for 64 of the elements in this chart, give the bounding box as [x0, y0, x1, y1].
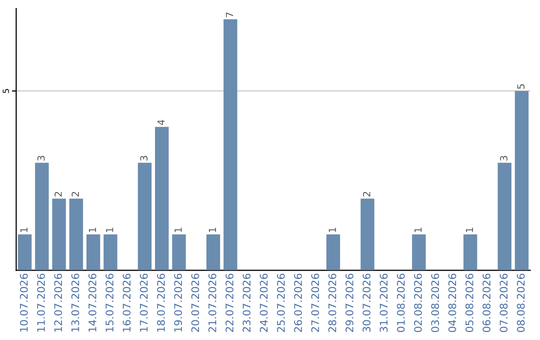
bar — [498, 162, 512, 270]
x-tick-label: 05.08.2026 — [465, 274, 474, 332]
x-tick-label: 07.08.2026 — [500, 274, 508, 332]
data-label: 3 — [140, 156, 148, 161]
x-tick-label: 04.08.2026 — [448, 274, 456, 332]
x-tick-label: 21.07.2026 — [208, 274, 216, 332]
x-tick-label: 12.07.2026 — [54, 274, 62, 332]
bar — [224, 19, 238, 270]
x-tick-label: 01.08.2026 — [396, 274, 405, 332]
bar — [360, 198, 374, 270]
bar — [206, 234, 220, 270]
x-tick-label: 14.07.2026 — [88, 274, 96, 332]
x-tick-label: 08.08.2026 — [516, 274, 525, 332]
data-label: 3 — [37, 156, 45, 161]
bar — [326, 234, 340, 270]
x-tick-label: 22.07.2026 — [226, 274, 234, 332]
data-label: 7 — [226, 12, 234, 18]
bar — [172, 234, 186, 270]
x-tick-label: 16.07.2026 — [122, 274, 131, 332]
data-label: 1 — [106, 228, 114, 232]
x-tick-label: 18.07.2026 — [157, 274, 165, 332]
x-tick-label: 03.08.2026 — [431, 274, 440, 332]
x-tick-label: 19.07.2026 — [174, 274, 182, 332]
x-tick-label: 25.07.2026 — [276, 274, 285, 332]
x-tick-label: 02.08.2026 — [414, 274, 422, 332]
bar — [104, 234, 118, 270]
data-label: 1 — [208, 228, 216, 232]
bar — [155, 126, 169, 270]
bar — [18, 234, 32, 270]
data-label: 2 — [72, 192, 79, 196]
x-tick-label: 06.08.2026 — [482, 274, 490, 332]
x-tick-label: 13.07.2026 — [71, 274, 80, 332]
data-label: 5 — [517, 84, 525, 89]
data-label: 1 — [414, 228, 422, 232]
data-label: 2 — [54, 192, 62, 196]
data-label: 1 — [174, 228, 182, 232]
x-tick-label: 11.07.2026 — [37, 274, 45, 332]
x-tick-label: 27.07.2026 — [311, 274, 320, 332]
x-tick-label: 26.07.2026 — [294, 274, 302, 332]
bar — [138, 162, 152, 270]
bar — [514, 90, 529, 270]
x-tick-label: 29.07.2026 — [345, 274, 354, 332]
x-tick-label: 31.07.2026 — [380, 274, 388, 332]
bar — [35, 162, 49, 270]
data-label: 1 — [20, 228, 28, 232]
data-label: 1 — [88, 228, 96, 232]
data-label: 2 — [362, 192, 370, 196]
data-label: 4 — [157, 120, 165, 125]
bar — [463, 234, 478, 270]
data-label: 1 — [466, 228, 473, 232]
x-tick-label: 28.07.2026 — [328, 274, 336, 332]
bar — [86, 234, 100, 270]
x-tick-label: 30.07.2026 — [362, 274, 371, 332]
data-label: 3 — [500, 156, 508, 161]
bar — [69, 198, 84, 270]
bar — [412, 234, 426, 270]
x-tick-label: 10.07.2026 — [20, 274, 28, 332]
x-tick-label: 17.07.2026 — [140, 274, 148, 332]
data-label: 1 — [328, 228, 336, 232]
x-tick-label: 24.07.2026 — [260, 274, 268, 332]
x-tick-label: 23.07.2026 — [242, 274, 251, 332]
bar — [52, 198, 66, 270]
x-tick-label: 15.07.2026 — [106, 274, 114, 332]
x-tick-label: 20.07.2026 — [191, 274, 200, 332]
